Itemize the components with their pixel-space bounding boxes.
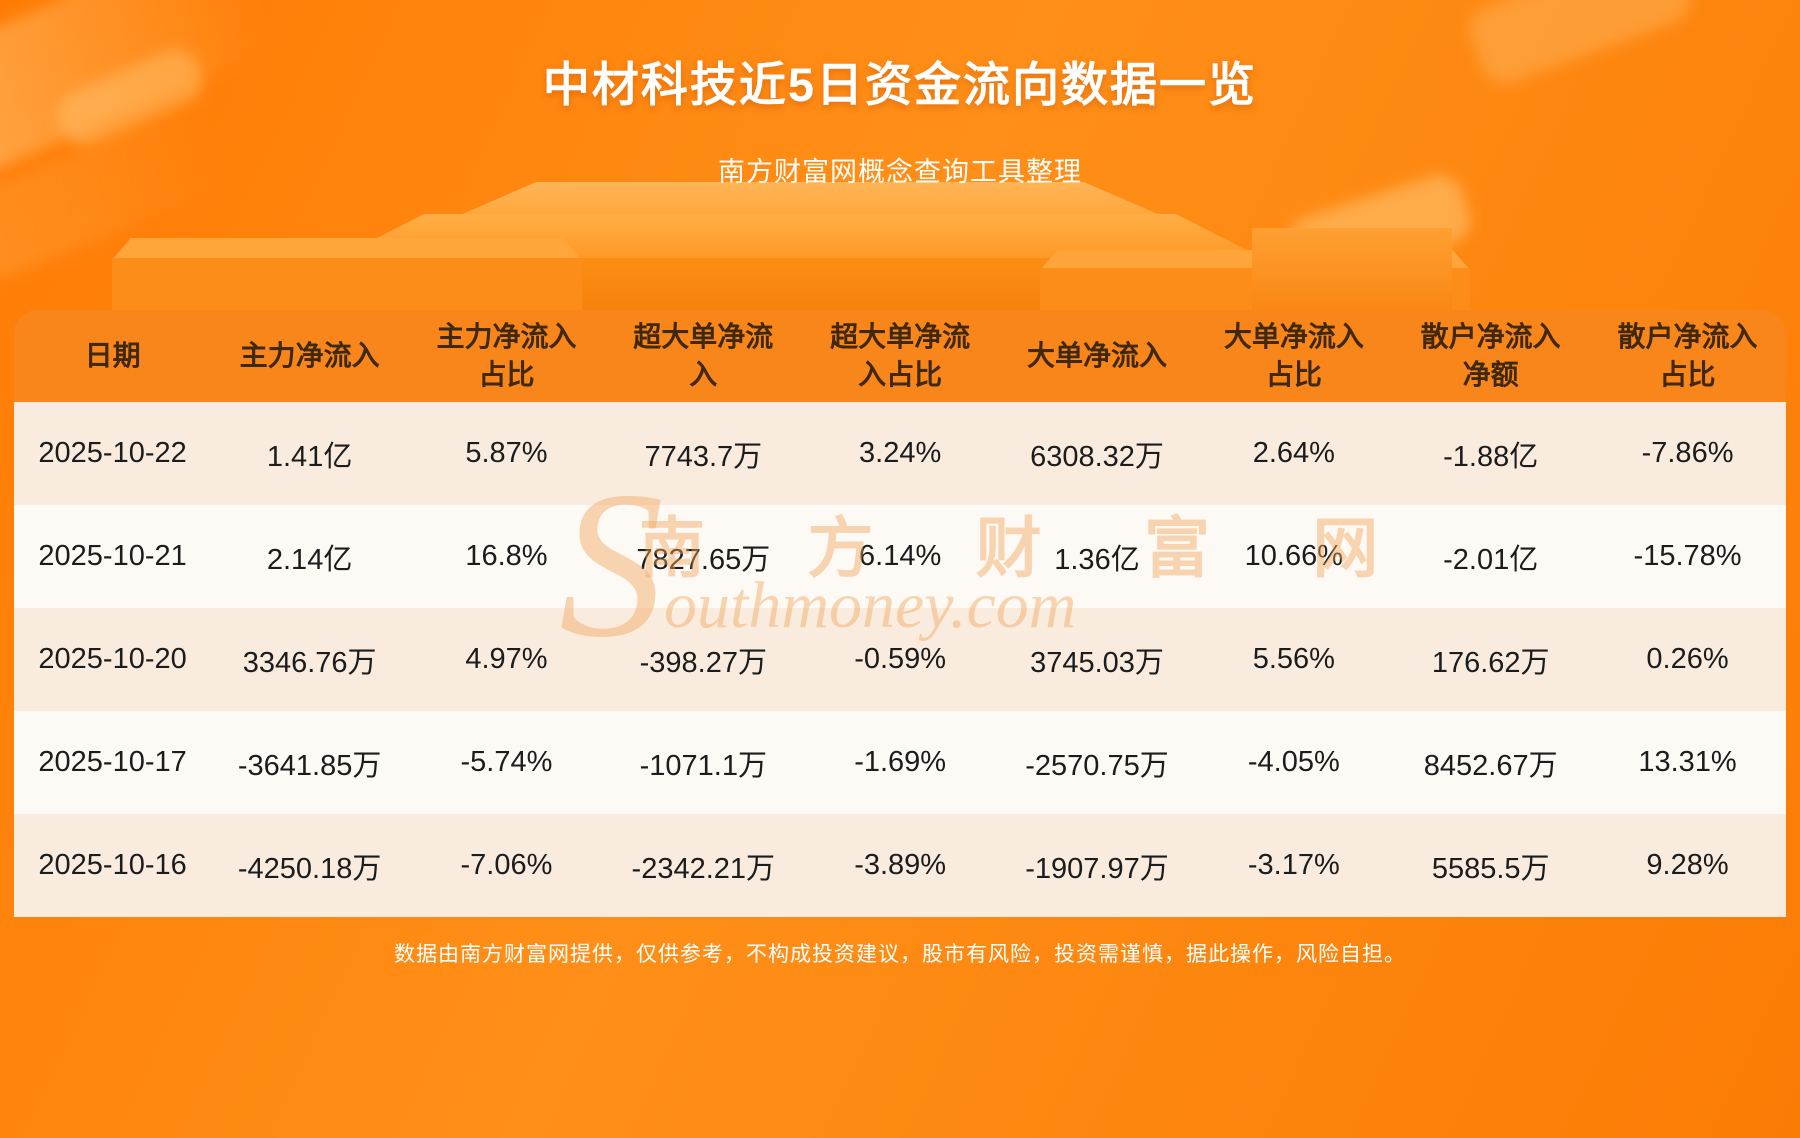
value-cell: -3.17% xyxy=(1195,814,1393,917)
value-cell: -7.06% xyxy=(408,814,605,917)
value-cell: 1.41亿 xyxy=(211,402,409,505)
value-cell: -2570.75万 xyxy=(998,711,1196,814)
table-header-row: 日期 主力净流入 主力净流入占比 超大单净流入 超大单净流入占比 大单净流入 大单净流入占比… xyxy=(14,310,1786,402)
date-cell: 2025-10-21 xyxy=(14,505,212,608)
table-body: 2025-10-22 1.41亿 5.87% 7743.7万 3.24% 6308.32万… xyxy=(14,402,1786,917)
column-header: 超大单净流入占比 xyxy=(801,310,999,402)
podium-graphic xyxy=(1252,228,1452,316)
column-header: 大单净流入占比 xyxy=(1195,310,1393,402)
page-title: 中材科技近5日资金流向数据一览 xyxy=(542,58,1258,111)
column-header: 散户净流入占比 xyxy=(1589,310,1786,402)
table-row: 2025-10-17 -3641.85万 -5.74% -1071.1万 -1.69% -… xyxy=(14,711,1786,814)
value-cell: -3641.85万 xyxy=(211,711,409,814)
value-cell: 8452.67万 xyxy=(1392,711,1590,814)
value-cell: 5585.5万 xyxy=(1392,814,1590,917)
page-subtitle: 南方财富网概念查询工具整理 xyxy=(718,157,1082,187)
value-cell: -1071.1万 xyxy=(604,711,802,814)
value-cell: -15.78% xyxy=(1589,505,1786,608)
value-cell: 6308.32万 xyxy=(998,402,1196,505)
value-cell: 5.56% xyxy=(1195,608,1393,711)
value-cell: -0.59% xyxy=(801,608,999,711)
date-cell: 2025-10-22 xyxy=(14,402,212,505)
column-header: 大单净流入 xyxy=(998,310,1196,402)
value-cell: 10.66% xyxy=(1195,505,1393,608)
value-cell: 6.14% xyxy=(801,505,999,608)
value-cell: -5.74% xyxy=(408,711,605,814)
value-cell: 176.62万 xyxy=(1392,608,1590,711)
value-cell: -7.86% xyxy=(1589,402,1786,505)
data-table: 日期 主力净流入 主力净流入占比 超大单净流入 超大单净流入占比 大单净流入 大单净流入占比… xyxy=(14,310,1786,917)
value-cell: 3745.03万 xyxy=(998,608,1196,711)
value-cell: 13.31% xyxy=(1589,711,1786,814)
value-cell: 0.26% xyxy=(1589,608,1786,711)
value-cell: 3346.76万 xyxy=(211,608,409,711)
value-cell: 9.28% xyxy=(1589,814,1786,917)
date-cell: 2025-10-17 xyxy=(14,711,212,814)
table-row: 2025-10-22 1.41亿 5.87% 7743.7万 3.24% 6308.32万… xyxy=(14,402,1786,505)
column-header: 主力净流入 xyxy=(211,310,409,402)
value-cell: -2.01亿 xyxy=(1392,505,1590,608)
table-row: 2025-10-21 2.14亿 16.8% 7827.65万 6.14% 1.36亿 10… xyxy=(14,505,1786,608)
disclaimer-text: 数据由南方财富网提供，仅供参考，不构成投资建议，股市有风险，投资需谨慎，据此操作… xyxy=(394,943,1406,966)
value-cell: -2342.21万 xyxy=(604,814,802,917)
value-cell: 1.36亿 xyxy=(998,505,1196,608)
date-cell: 2025-10-16 xyxy=(14,814,212,917)
fund-flow-table: 日期 主力净流入 主力净流入占比 超大单净流入 超大单净流入占比 大单净流入 大单净流入占比… xyxy=(14,310,1786,917)
podium-graphic xyxy=(112,258,582,316)
value-cell: 7743.7万 xyxy=(604,402,802,505)
column-header-date: 日期 xyxy=(14,310,212,402)
value-cell: 4.97% xyxy=(408,608,605,711)
column-header: 超大单净流入 xyxy=(604,310,802,402)
value-cell: 2.14亿 xyxy=(211,505,409,608)
value-cell: -3.89% xyxy=(801,814,999,917)
value-cell: 3.24% xyxy=(801,402,999,505)
value-cell: 5.87% xyxy=(408,402,605,505)
value-cell: -1.69% xyxy=(801,711,999,814)
column-header: 主力净流入占比 xyxy=(408,310,605,402)
table-row: 2025-10-20 3346.76万 4.97% -398.27万 -0.59% 374… xyxy=(14,608,1786,711)
table-row: 2025-10-16 -4250.18万 -7.06% -2342.21万 -3.89%… xyxy=(14,814,1786,917)
value-cell: -4250.18万 xyxy=(211,814,409,917)
value-cell: -1.88亿 xyxy=(1392,402,1590,505)
value-cell: -4.05% xyxy=(1195,711,1393,814)
column-header: 散户净流入净额 xyxy=(1392,310,1590,402)
podium-graphic xyxy=(112,238,582,260)
value-cell: -1907.97万 xyxy=(998,814,1196,917)
value-cell: 7827.65万 xyxy=(604,505,802,608)
date-cell: 2025-10-20 xyxy=(14,608,212,711)
value-cell: -398.27万 xyxy=(604,608,802,711)
value-cell: 16.8% xyxy=(408,505,605,608)
value-cell: 2.64% xyxy=(1195,402,1393,505)
